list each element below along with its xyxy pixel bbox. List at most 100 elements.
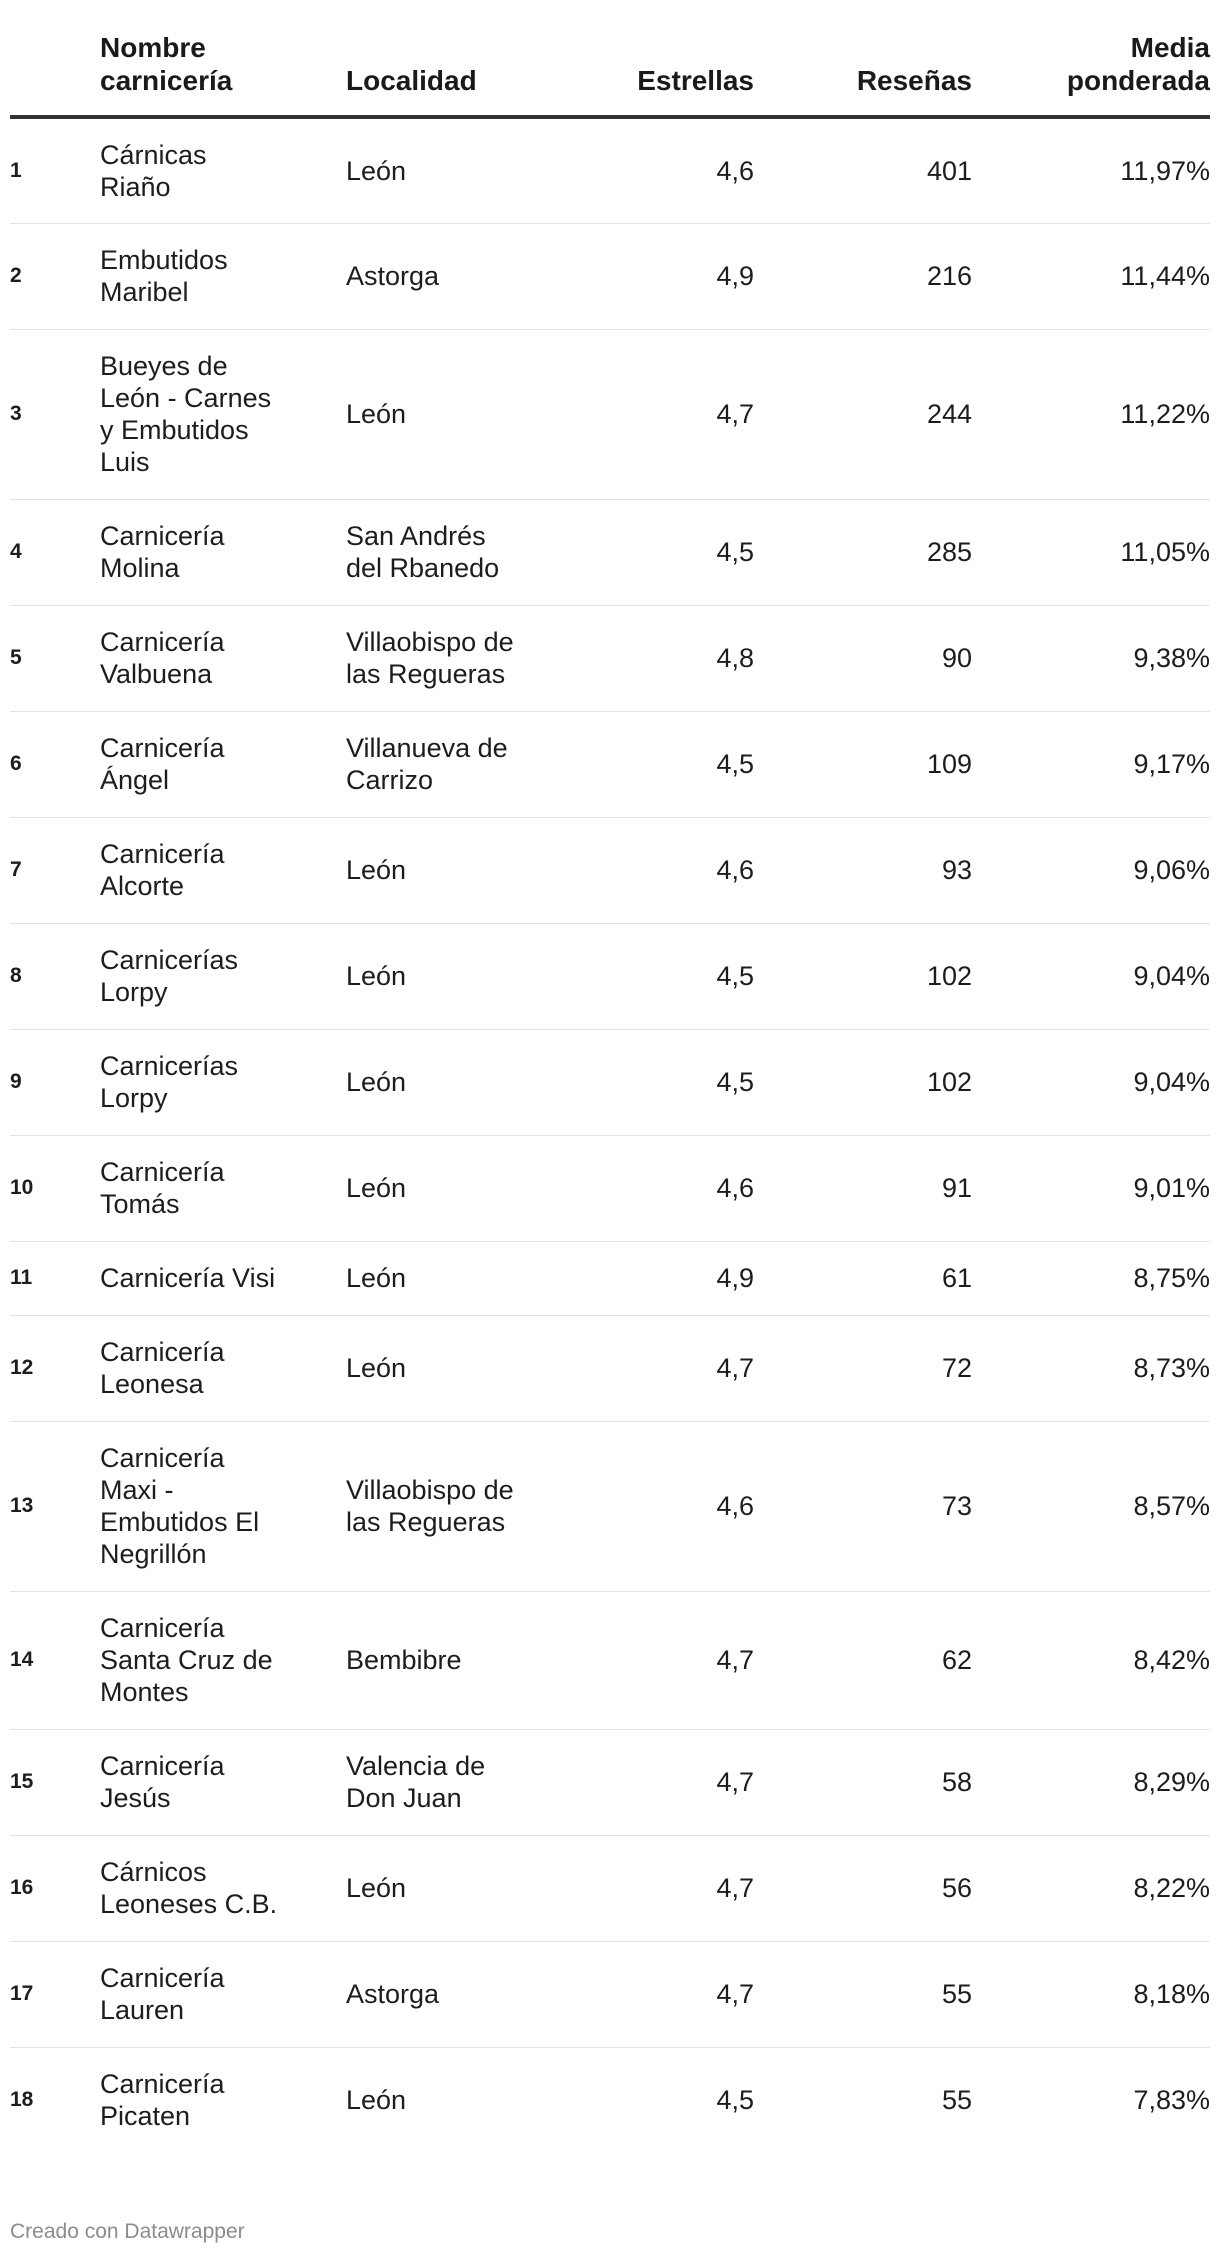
table-row: 9 Carnicerías Lorpy León 4,5 102 9,04% xyxy=(10,1029,1210,1136)
row-locality-line: del Rbanedo xyxy=(346,553,500,583)
row-locality-line-wrapper: Villanueva de Carrizo xyxy=(346,732,536,796)
row-name: Carnicería Maxi - Embutidos El Negrillón xyxy=(100,1421,346,1592)
row-locality-line-wrapper: Villaobispo de las Regueras xyxy=(346,626,536,690)
row-locality-line-wrapper: Astorga xyxy=(346,260,536,292)
row-weighted-average: 8,29% xyxy=(972,1729,1210,1836)
datawrapper-table-container: Nombre carnicería Localidad Estrellas Re… xyxy=(10,0,1220,2243)
table-row: 7 Carnicería Alcorte León 4,6 93 9,06% xyxy=(10,817,1210,924)
row-name-line-wrapper: Carnicería Jesús xyxy=(100,1750,346,1814)
row-locality-line-wrapper: León xyxy=(346,1872,536,1904)
table-row: 13 Carnicería Maxi - Embutidos El Negrillón V… xyxy=(10,1421,1210,1592)
row-name: Carnicería Alcorte xyxy=(100,817,346,924)
row-name-line: Carnicerías xyxy=(100,945,239,975)
row-stars: 4,6 xyxy=(536,117,754,224)
header-name[interactable]: Nombre carnicería xyxy=(100,0,346,119)
header-rank[interactable] xyxy=(10,0,100,119)
row-stars: 4,6 xyxy=(536,1135,754,1242)
row-locality-line-wrapper: Bembibre xyxy=(346,1644,536,1676)
header-weighted-line-1: Media xyxy=(1130,32,1210,63)
row-name-line-wrapper: Cárnicos Leoneses C.B. xyxy=(100,1856,346,1920)
row-name-line-wrapper: Carnicería Lauren xyxy=(100,1962,346,2026)
row-stars: 4,9 xyxy=(536,1241,754,1316)
row-stars: 4,7 xyxy=(536,1941,754,2048)
table-row: 17 Carnicería Lauren Astorga 4,7 55 8,18% xyxy=(10,1941,1210,2048)
row-reviews: 109 xyxy=(754,711,972,818)
row-weighted-average: 8,22% xyxy=(972,1835,1210,1942)
row-name: Carnicería Leonesa xyxy=(100,1315,346,1422)
row-reviews: 56 xyxy=(754,1835,972,1942)
row-name-line-wrapper: Carnicería Valbuena xyxy=(100,626,346,690)
row-name-line: Maxi - xyxy=(100,1475,174,1505)
row-locality: San Andrés del Rbanedo xyxy=(346,499,536,606)
row-reviews: 102 xyxy=(754,1029,972,1136)
row-name-line: Picaten xyxy=(100,2101,191,2132)
table-row: 11 Carnicería Visi León 4,9 61 8,75% xyxy=(10,1241,1210,1316)
row-weighted-average: 11,22% xyxy=(972,329,1210,500)
row-stars: 4,7 xyxy=(536,1729,754,1836)
row-stars: 4,6 xyxy=(536,1421,754,1592)
row-name-line: Bueyes de xyxy=(100,351,228,381)
row-locality-line: León xyxy=(346,2085,407,2116)
row-locality-line: León xyxy=(346,1873,407,1903)
row-name-line: Carnicería xyxy=(100,1337,225,1367)
row-rank: 11 xyxy=(10,1241,100,1316)
row-locality-line: León xyxy=(346,961,407,991)
row-locality: Valencia de Don Juan xyxy=(346,1729,536,1836)
row-name-line: Jesús xyxy=(100,1783,171,1813)
table-body: 1 Cárnicas Riaño León 4,6 401 11,97% 2 Embutidos… xyxy=(10,117,1210,2153)
row-locality-line: Astorga xyxy=(346,1979,440,2009)
header-weighted-average[interactable]: Media ponderada xyxy=(972,0,1210,119)
row-name-line: Valbuena xyxy=(100,659,213,689)
datawrapper-credit[interactable]: Creado con Datawrapper xyxy=(10,2220,245,2243)
row-name: Carnicería Picaten xyxy=(100,2047,346,2153)
row-locality: León xyxy=(346,1835,536,1942)
row-locality: Villanueva de Carrizo xyxy=(346,711,536,818)
row-name-line-wrapper: Carnicerías Lorpy xyxy=(100,944,346,1008)
table-row: 18 Carnicería Picaten León 4,5 55 7,83% xyxy=(10,2047,1210,2153)
row-rank: 16 xyxy=(10,1835,100,1942)
row-name-line: Carnicería Visi xyxy=(100,1263,276,1293)
row-locality-line: León xyxy=(346,399,407,429)
row-reviews: 285 xyxy=(754,499,972,606)
row-name: Carnicería Tomás xyxy=(100,1135,346,1242)
row-stars: 4,6 xyxy=(536,817,754,924)
row-name-line-wrapper: Carnicería Alcorte xyxy=(100,838,346,902)
header-reviews[interactable]: Reseñas xyxy=(754,0,972,119)
table-row: 1 Cárnicas Riaño León 4,6 401 11,97% xyxy=(10,117,1210,224)
row-name-line: Carnicería xyxy=(100,1751,225,1781)
row-name: Cárnicos Leoneses C.B. xyxy=(100,1835,346,1942)
row-reviews: 102 xyxy=(754,923,972,1030)
row-locality-line: Villanueva de xyxy=(346,733,508,763)
row-locality-line: Villaobispo de xyxy=(346,1475,514,1505)
row-locality-line: Carrizo xyxy=(346,765,434,795)
row-name-line-wrapper: Carnicería Tomás xyxy=(100,1156,346,1220)
row-stars: 4,7 xyxy=(536,1835,754,1942)
row-name-line: Carnicería xyxy=(100,627,225,657)
row-name-line: Montes xyxy=(100,1677,189,1707)
header-locality[interactable]: Localidad xyxy=(346,0,536,119)
header-stars[interactable]: Estrellas xyxy=(536,0,754,119)
row-locality: Bembibre xyxy=(346,1591,536,1730)
table-row: 16 Cárnicos Leoneses C.B. León 4,7 56 8,22% xyxy=(10,1835,1210,1942)
row-name-line: Negrillón xyxy=(100,1539,207,1569)
row-locality-line-wrapper: Astorga xyxy=(346,1978,536,2010)
row-stars: 4,9 xyxy=(536,223,754,330)
table-row: 12 Carnicería Leonesa León 4,7 72 8,73% xyxy=(10,1315,1210,1422)
row-name: Carnicerías Lorpy xyxy=(100,923,346,1030)
butcher-ranking-table: Nombre carnicería Localidad Estrellas Re… xyxy=(10,0,1210,2153)
row-rank: 5 xyxy=(10,605,100,712)
row-name-line: Carnicerías xyxy=(100,1051,239,1081)
row-locality-line-wrapper: León xyxy=(346,854,536,886)
row-reviews: 55 xyxy=(941,2085,972,2116)
row-reviews: 61 xyxy=(754,1241,972,1316)
row-name: Carnicería Molina xyxy=(100,499,346,606)
row-weighted-average: 9,04% xyxy=(972,923,1210,1030)
row-name: Bueyes de León - Carnes y Embutidos Luis xyxy=(100,329,346,500)
row-stars: 4,7 xyxy=(536,1315,754,1422)
row-locality-line-wrapper: Valencia de Don Juan xyxy=(346,1750,536,1814)
row-reviews: 55 xyxy=(754,1941,972,2048)
row-name-line-wrapper: Bueyes de León - Carnes y Embutidos Luis xyxy=(100,350,346,478)
row-weighted-average: 8,18% xyxy=(972,1941,1210,2048)
row-name: Carnicería Santa Cruz de Montes xyxy=(100,1591,346,1730)
row-locality-line: las Regueras xyxy=(346,659,506,689)
